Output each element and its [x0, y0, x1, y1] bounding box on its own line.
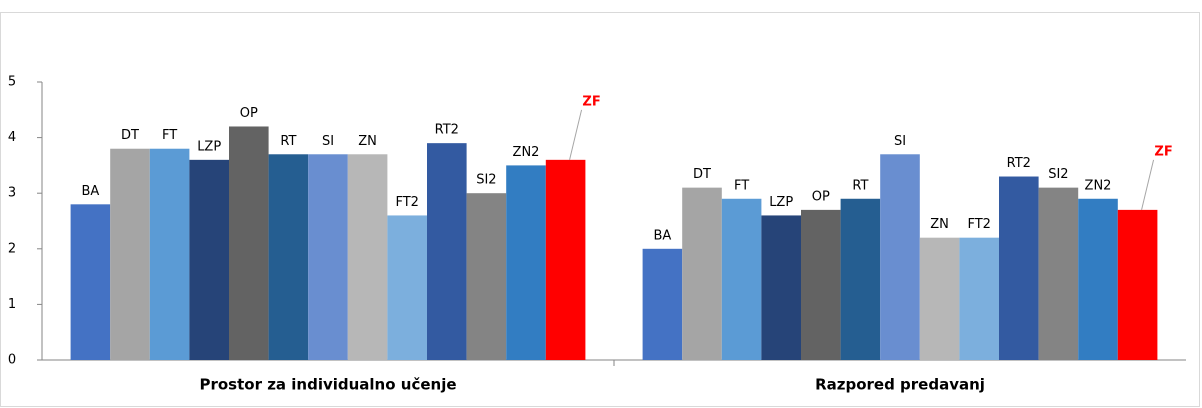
x-tick-label: Razpored predavanj — [815, 376, 985, 394]
bar — [1117, 209, 1158, 360]
bar-label: ZN2 — [513, 145, 540, 160]
bar — [682, 187, 722, 360]
bar-label: ZN2 — [1085, 178, 1112, 193]
bar — [999, 176, 1039, 360]
bar — [545, 159, 586, 360]
bar-label: SI — [322, 134, 334, 149]
bar-label: RT2 — [435, 123, 459, 138]
bar-label: LZP — [769, 195, 793, 210]
bar-label: BA — [81, 184, 99, 199]
y-tick-label: 0 — [8, 353, 16, 368]
bar — [70, 204, 111, 360]
bar-label: RT2 — [1007, 156, 1031, 171]
bar-label: DT — [121, 128, 139, 143]
bar — [880, 154, 920, 360]
y-tick-label: 4 — [8, 130, 16, 145]
bar-label: FT — [734, 178, 749, 193]
bar-label: ZN — [358, 134, 377, 149]
bar-label: ZF — [582, 94, 600, 109]
bar-label: OP — [240, 106, 258, 121]
x-tick-label: Prostor za individualno učenje — [199, 376, 456, 394]
bar-label: DT — [693, 167, 711, 182]
bar-label: OP — [812, 189, 830, 204]
bar — [721, 198, 762, 360]
bar-label: FT — [162, 128, 177, 143]
bar — [761, 215, 801, 360]
bar — [387, 215, 427, 360]
bar — [840, 198, 881, 360]
bar — [959, 237, 999, 360]
callout-line — [1141, 159, 1155, 210]
y-tick-label: 1 — [8, 297, 16, 312]
bar — [110, 148, 150, 360]
bar-label: SI2 — [476, 173, 496, 188]
bar — [189, 159, 229, 360]
bar — [1078, 198, 1118, 360]
bar — [642, 248, 683, 360]
y-tick-label: 3 — [8, 186, 16, 201]
bar-label: FT2 — [395, 195, 418, 210]
bar — [919, 237, 960, 360]
bar — [347, 154, 388, 360]
bar-label: BA — [653, 228, 671, 243]
callout-line — [569, 109, 583, 160]
bar — [506, 165, 546, 360]
bar — [427, 143, 467, 360]
bar-label: ZF — [1154, 144, 1172, 159]
bar — [268, 154, 309, 360]
bar-label: RT — [280, 134, 296, 149]
bar-label: RT — [852, 178, 868, 193]
bar — [149, 148, 190, 360]
y-tick-label: 2 — [8, 241, 16, 256]
bar — [229, 126, 269, 360]
bar-label: FT2 — [967, 217, 990, 232]
y-tick-label: 5 — [8, 75, 16, 90]
bar — [308, 154, 348, 360]
bar-label: SI2 — [1048, 167, 1068, 182]
bar — [466, 193, 507, 360]
bar — [801, 209, 841, 360]
bar-label: ZN — [930, 217, 949, 232]
bar — [1038, 187, 1079, 360]
bar-label: LZP — [197, 139, 221, 154]
bar-label: SI — [894, 134, 906, 149]
